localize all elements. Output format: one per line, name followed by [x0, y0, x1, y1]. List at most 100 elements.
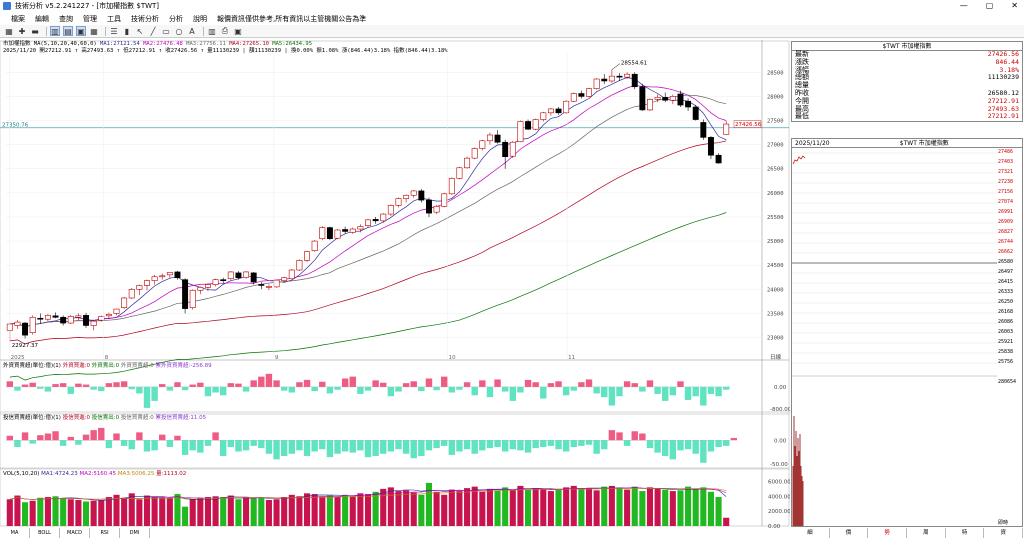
menu-manage[interactable]: 管理: [83, 14, 97, 23]
menu-analysis[interactable]: 分析: [169, 14, 183, 23]
candle: [273, 279, 280, 288]
candle-body: [273, 279, 280, 288]
bar-chart-icon[interactable]: ▥: [208, 26, 216, 36]
menu-query[interactable]: 查詢: [59, 14, 73, 23]
candle: [410, 189, 417, 198]
quote-tab-5[interactable]: 資: [984, 528, 1024, 538]
candle: [570, 92, 577, 103]
layout-2-icon[interactable]: ▤: [63, 26, 73, 36]
layout-3-icon[interactable]: ▣: [76, 26, 86, 36]
foreign-bar: [364, 386, 372, 391]
menu-help[interactable]: 說明: [193, 14, 207, 23]
candle: [723, 120, 730, 135]
volume-bar: [547, 491, 554, 526]
intraday-scale: 27486 27403 27321 27238 27156 27074 26991 26909…: [996, 147, 1023, 527]
foreign-bar: [593, 386, 600, 394]
chart-canvas[interactable]: 28500 28000 27500 27000 26500 26000 25500 25000…: [0, 0, 790, 540]
volume-bar: [121, 497, 128, 526]
text-tool-icon[interactable]: A: [189, 26, 195, 36]
quote-value: 27212.91: [987, 96, 1019, 105]
menu-bar: 檔案 編輯 查詢 管理 工具 技術分析 分析 說明 報價資訊僅供參考,所有資訊以…: [0, 12, 1024, 25]
foreign-bar: [486, 386, 494, 398]
layout-1-icon[interactable]: ▥: [50, 26, 60, 36]
candle-body: [639, 86, 646, 111]
candle: [75, 313, 82, 321]
volume-bar: [669, 491, 676, 526]
minimize-button[interactable]: —: [959, 1, 968, 10]
foreign-axis-zero: 0.00: [774, 385, 787, 391]
candle: [22, 322, 29, 339]
foreign-bar: [540, 386, 547, 399]
indicator-tab-macd[interactable]: MACD: [60, 528, 90, 538]
foreign-bar: [631, 383, 638, 387]
candle-body: [90, 320, 97, 326]
intraday-scale-label: 26250: [998, 299, 1014, 305]
rect-tool-icon[interactable]: ▭: [162, 26, 170, 36]
line-tool-icon[interactable]: ╱: [150, 26, 156, 36]
candle: [281, 276, 288, 283]
volume-bar: [524, 489, 532, 526]
candle: [647, 98, 653, 111]
indicator-tab-boll[interactable]: BOLL: [30, 528, 60, 538]
dealer-bar: [700, 440, 707, 463]
candle-body: [669, 96, 676, 101]
candle-body: [380, 213, 387, 222]
dealer-bar: [242, 440, 250, 451]
candle-body: [365, 219, 371, 226]
menu-tools[interactable]: 工具: [107, 14, 121, 23]
title-bar: 技術分析 v5.2.241227 - [市加權指數 $TWT] — ▢ ✕: [0, 0, 1024, 12]
quote-tab-2[interactable]: 勢: [868, 528, 908, 538]
print-icon[interactable]: ⎙: [221, 26, 229, 35]
candle-body: [98, 316, 105, 321]
close-button[interactable]: ✕: [1011, 1, 1018, 10]
dealer-bar: [494, 440, 501, 447]
volume-bar: [29, 500, 36, 526]
indicator-tab-rsi[interactable]: RSI: [90, 528, 120, 538]
candle-body: [243, 271, 250, 278]
indicator-tab-dmi[interactable]: DMI: [120, 528, 150, 538]
bars-icon[interactable]: ▮: [124, 26, 130, 36]
menu-file[interactable]: 檔案: [11, 14, 25, 23]
cursor-icon[interactable]: ↖: [136, 26, 144, 36]
date-label: 9: [275, 355, 279, 361]
candle: [395, 197, 402, 208]
dealer-bar: [288, 440, 295, 454]
disclaimer-text: 報價資訊僅供參考,所有資訊以主管機關公告為準: [217, 14, 367, 23]
candle-body: [471, 148, 478, 159]
volume-bar: [486, 488, 493, 526]
intraday-price-line: [792, 155, 806, 165]
quote-panel: $TWT 市加權指數 最新 27426.56 漲跌 846.44 漲幅 3.18% 總額 11…: [791, 41, 1023, 123]
dealer-bar: [715, 440, 722, 447]
circle-tool-icon[interactable]: ○: [175, 26, 183, 36]
quote-tab-3[interactable]: 周: [907, 528, 946, 538]
lines-icon[interactable]: ☰: [110, 26, 118, 36]
volume-axis-label: 2000.00: [768, 509, 790, 515]
quote-tab-1[interactable]: 價: [830, 528, 869, 538]
volume-bar: [403, 490, 410, 526]
menu-technical[interactable]: 技術分析: [131, 14, 159, 23]
candle: [380, 213, 387, 223]
menu-edit[interactable]: 編輯: [35, 14, 49, 23]
add-icon[interactable]: ✚: [18, 26, 26, 36]
intraday-canvas[interactable]: [792, 148, 1024, 528]
foreign-bar: [517, 386, 524, 393]
candle: [700, 119, 707, 140]
intraday-chart[interactable]: [791, 147, 1023, 527]
dealer-cumulative: 累投信買賣超:11.05: [155, 415, 207, 421]
quote-value: 3.18%: [999, 65, 1019, 74]
indicator-tab-ma[interactable]: MA: [0, 528, 30, 538]
foreign-bar: [235, 383, 242, 387]
maximize-button[interactable]: ▢: [985, 1, 994, 10]
candle: [204, 283, 211, 292]
intraday-time-label: 即時: [998, 520, 1009, 526]
quote-tab-0[interactable]: 細: [791, 528, 830, 538]
layout-4-icon[interactable]: ▦: [90, 26, 98, 36]
foreign-bar: [120, 381, 128, 387]
quote-tab-4[interactable]: 特: [946, 528, 985, 538]
remove-icon[interactable]: ▬: [31, 26, 39, 36]
volume-bar: [75, 500, 82, 526]
grid-icon[interactable]: ▦: [5, 26, 13, 36]
candle-body: [647, 98, 653, 111]
candle-body: [700, 122, 707, 138]
save-icon[interactable]: ▣: [234, 26, 242, 36]
